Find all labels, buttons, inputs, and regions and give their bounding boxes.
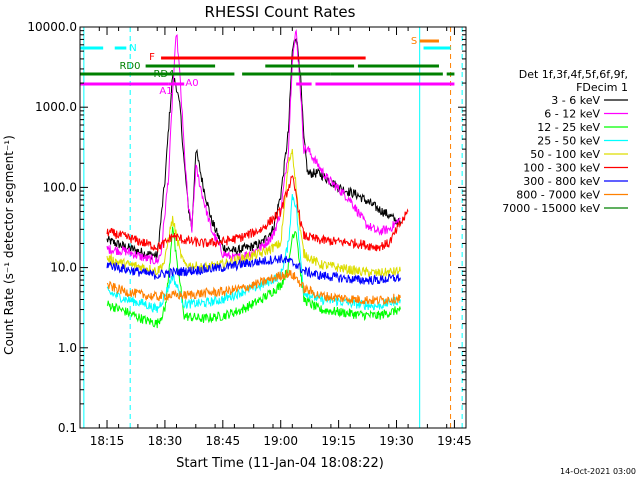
x-tick-label-6: 19:45 [437,434,472,448]
x-tick-label-0: 18:15 [90,434,125,448]
flag-label-RD0: RD0 [119,61,140,72]
flag-label-N: N [129,43,136,54]
legend-label-1: 6 - 12 keV [544,108,600,121]
flag-label-A0: A0 [185,78,198,89]
y-tick-label-0: 0.1 [58,421,77,435]
series-line-100-300keV [106,174,409,253]
y-tick-label-4: 1000.0 [35,100,77,114]
x-tick-label-2: 18:45 [206,434,241,448]
x-axis-label: Start Time (11-Jan-04 18:08:22) [176,456,384,471]
flag-label-A1: A1 [159,86,172,97]
flag-label-S: S [411,36,417,47]
y-tick-label-5: 10000.0 [27,20,77,34]
legend-label-7: 800 - 7000 keV [516,189,600,202]
x-tick-label-1: 18:30 [148,434,183,448]
x-tick-label-3: 19:00 [263,434,298,448]
plot-area [83,27,463,428]
series-line-800-7000keV [106,269,401,306]
legend-label-8: 7000 - 15000 keV [502,202,600,215]
legend-label-2: 12 - 25 keV [537,121,600,134]
footer-timestamp: 14-Oct-2021 03:00 [560,467,636,476]
chart-title: RHESSI Count Rates [205,3,356,21]
legend: Det 1f,3f,4f,5f,6f,9f, FDecim 1 3 - 6 ke… [502,68,628,215]
legend-label-4: 50 - 100 keV [530,148,600,161]
y-tick-label-2: 10.0 [50,261,77,275]
series-line-6-12keV [106,28,401,265]
y-tick-label-1: 1.0 [58,341,77,355]
legend-label-3: 25 - 50 keV [537,135,600,148]
x-tick-label-5: 19:30 [379,434,414,448]
legend-label-5: 100 - 300 keV [523,162,600,175]
series-line-12-25keV [106,226,401,329]
y-tick-label-3: 100.0 [43,180,77,194]
flag-label-F: F [149,52,155,63]
series-line-50-100keV [106,148,401,278]
x-tick-label-4: 19:15 [321,434,356,448]
legend-label-0: 3 - 6 keV [551,94,600,107]
legend-label-6: 300 - 800 keV [523,175,600,188]
legend-header-2: FDecim 1 [576,81,628,94]
series-line-300-800keV [106,254,401,286]
flag-label-RD4: RD4 [153,69,174,80]
y-axis-label: Count Rate (s⁻¹ detector segment⁻¹) [2,135,16,355]
flag-bars: N F RD0 RD4 A1 A0 S [80,36,455,97]
axes: 18:15 18:30 18:45 19:00 19:15 19:30 19:45 0.1 1.… [27,20,471,448]
series-line-3-6keV [106,38,401,260]
legend-header-1: Det 1f,3f,4f,5f,6f,9f, [519,68,628,81]
